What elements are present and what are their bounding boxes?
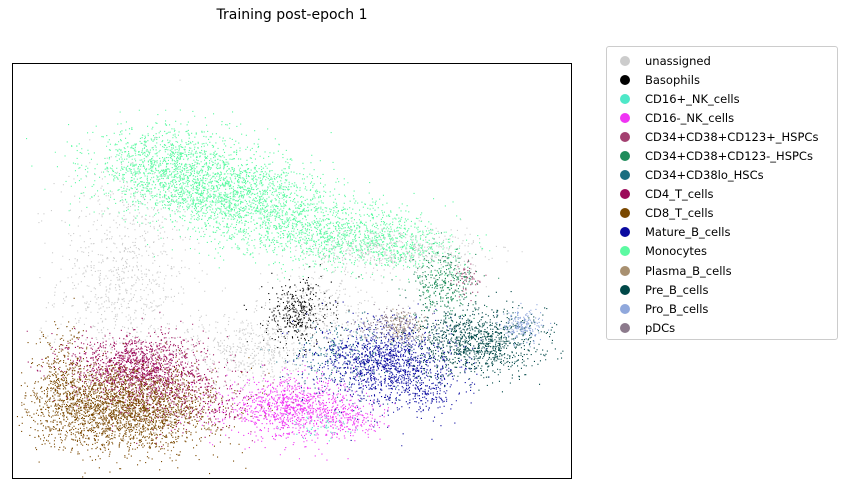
legend-marker-icon xyxy=(620,112,630,123)
legend-item-Pro_B_cells: Pro_B_cells xyxy=(615,299,837,318)
legend-marker-icon xyxy=(620,55,630,66)
series-CD4_T_cells xyxy=(26,311,294,448)
legend-item-Plasma_B_cells: Plasma_B_cells xyxy=(615,261,837,280)
legend-label: CD4_T_cells xyxy=(645,187,714,202)
legend-item-unassigned: unassigned xyxy=(615,51,837,70)
points-CD8_T_cells xyxy=(16,297,273,478)
legend-item-Monocytes: Monocytes xyxy=(615,242,837,261)
legend-marker-icon xyxy=(620,93,630,104)
points-CD34+CD38lo_HSCs xyxy=(260,311,413,405)
legend-label: Pro_B_cells xyxy=(645,301,709,316)
legend-marker-icon xyxy=(620,189,630,200)
legend-label: Mature_B_cells xyxy=(645,225,731,240)
points-Plasma_B_cells xyxy=(382,308,430,343)
legend-marker-icon xyxy=(620,170,630,181)
legend: unassigned Basophils CD16+_NK_cells CD16-_N… xyxy=(606,46,838,340)
legend-label: unassigned xyxy=(645,53,711,68)
legend-item-pDCs: pDCs xyxy=(615,318,837,337)
legend-item-CD16-_NK_cells: CD16-_NK_cells xyxy=(615,108,837,127)
legend-item-CD34+CD38lo_HSCs: CD34+CD38lo_HSCs xyxy=(615,166,837,185)
legend-marker-icon xyxy=(620,208,630,219)
legend-marker-icon xyxy=(620,74,630,85)
series-CD16-_NK_cells xyxy=(170,364,396,461)
legend-label: CD34+CD38+CD123-_HSPCs xyxy=(645,149,813,164)
legend-item-Mature_B_cells: Mature_B_cells xyxy=(615,223,837,242)
points-Basophils xyxy=(243,264,360,356)
legend-label: CD16-_NK_cells xyxy=(645,110,735,125)
legend-marker-icon xyxy=(620,131,630,142)
points-Pre_B_cells xyxy=(375,291,564,393)
legend-item-Basophils: Basophils xyxy=(615,70,837,89)
legend-label: CD16+_NK_cells xyxy=(645,91,740,106)
series-Monocytes xyxy=(26,109,491,293)
series-pDCs xyxy=(345,304,443,346)
legend-marker-icon xyxy=(620,303,630,314)
series-CD8_T_cells xyxy=(16,297,273,478)
series-CD34+CD38+CD123-_HSPCs xyxy=(391,232,500,333)
legend-label: CD34+CD38lo_HSCs xyxy=(645,168,764,183)
series-Basophils xyxy=(243,264,360,356)
legend-label: Plasma_B_cells xyxy=(645,263,732,278)
legend-item-CD4_T_cells: CD4_T_cells xyxy=(615,185,837,204)
legend-label: pDCs xyxy=(645,320,676,335)
points-Monocytes xyxy=(26,109,491,293)
legend-marker-icon xyxy=(620,246,630,257)
plot-frame xyxy=(12,63,572,479)
series-Plasma_B_cells xyxy=(382,308,430,343)
points-CD34+CD38+CD123-_HSPCs xyxy=(391,232,500,333)
legend-label: Pre_B_cells xyxy=(645,282,709,297)
legend-marker-icon xyxy=(620,151,630,162)
legend-marker-icon xyxy=(620,322,630,333)
legend-label: CD8_T_cells xyxy=(645,206,714,221)
legend-label: CD34+CD38+CD123+_HSPCs xyxy=(645,129,819,144)
legend-item-CD34+CD38+CD123-_HSPCs: CD34+CD38+CD123-_HSPCs xyxy=(615,146,837,165)
legend-marker-icon xyxy=(620,265,630,276)
legend-marker-icon xyxy=(620,227,630,238)
points-CD4_T_cells xyxy=(26,311,294,448)
scatter-plot xyxy=(12,63,572,479)
legend-label: Basophils xyxy=(645,72,700,87)
points-CD16-_NK_cells xyxy=(170,364,396,461)
points-pDCs xyxy=(345,304,443,346)
series-Pre_B_cells xyxy=(375,291,564,393)
points-layer xyxy=(16,79,564,478)
legend-marker-icon xyxy=(620,284,630,295)
legend-item-CD8_T_cells: CD8_T_cells xyxy=(615,204,837,223)
legend-item-Pre_B_cells: Pre_B_cells xyxy=(615,280,837,299)
legend-item-CD34+CD38+CD123+_HSPCs: CD34+CD38+CD123+_HSPCs xyxy=(615,127,837,146)
series-CD34+CD38lo_HSCs xyxy=(260,311,413,405)
legend-item-CD16+_NK_cells: CD16+_NK_cells xyxy=(615,89,837,108)
legend-label: Monocytes xyxy=(645,244,707,259)
plot-area xyxy=(12,63,572,479)
chart-title: Training post-epoch 1 xyxy=(216,7,368,23)
